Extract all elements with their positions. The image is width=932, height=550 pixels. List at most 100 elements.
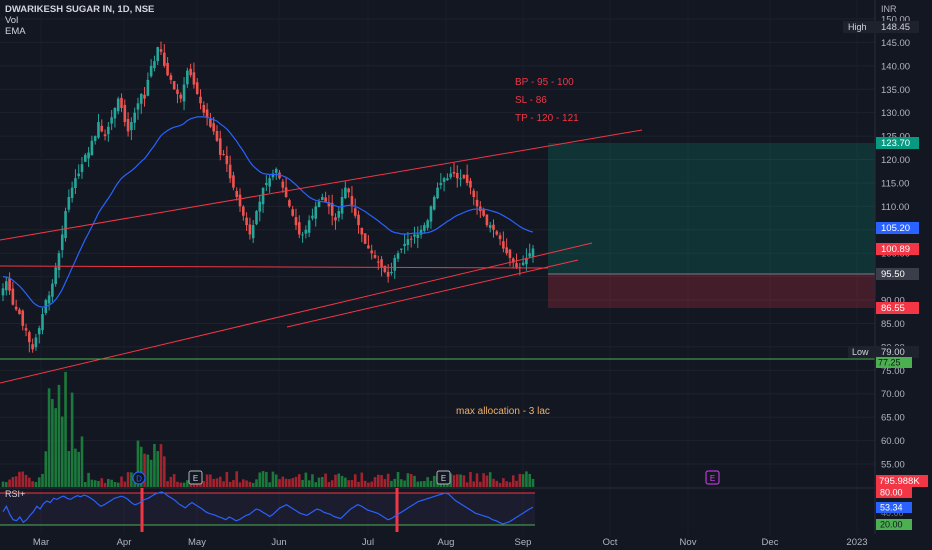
candle <box>169 72 173 85</box>
candle <box>80 157 84 179</box>
candle-body <box>90 140 94 156</box>
candle <box>228 155 232 183</box>
candle-body <box>340 197 344 214</box>
candle <box>340 188 344 220</box>
volume-bar <box>462 475 466 487</box>
price-grid <box>0 18 875 465</box>
price-tick-label: 55.00 <box>881 460 905 471</box>
candle-body <box>24 328 28 331</box>
volume-indicator-label[interactable]: Vol <box>5 15 19 26</box>
candle <box>528 243 532 259</box>
candle <box>436 182 439 200</box>
symbol-title[interactable]: DWARIKESH SUGAR IN, 1D, NSE <box>5 4 155 15</box>
candle-body <box>465 174 469 183</box>
candle <box>317 198 321 208</box>
volume-bar <box>307 480 311 487</box>
horizontal-resistance-line[interactable] <box>0 265 549 269</box>
candle-body <box>284 187 288 197</box>
candle-body <box>419 229 423 235</box>
candle <box>390 262 393 276</box>
svg-text:105.20: 105.20 <box>881 223 910 234</box>
svg-text:E: E <box>710 474 715 483</box>
volume-bar <box>205 474 209 487</box>
volume-bar <box>116 482 120 487</box>
candle <box>465 164 469 186</box>
candle-body <box>215 130 219 141</box>
candle <box>159 41 163 55</box>
candle <box>31 338 34 353</box>
candle-body <box>294 217 298 226</box>
volume-bar <box>215 478 219 487</box>
candle <box>459 169 462 187</box>
time-tick-label: Oct <box>603 537 618 548</box>
time-tick-label: Mar <box>33 537 49 548</box>
take-profit-zone[interactable] <box>548 143 875 274</box>
volume-bar <box>258 472 262 487</box>
candle <box>311 208 314 221</box>
candle-body <box>357 214 360 226</box>
rsi-band <box>0 493 535 525</box>
candle <box>166 57 169 77</box>
trendlines[interactable] <box>0 129 875 384</box>
candle <box>51 279 54 302</box>
candle <box>77 164 81 179</box>
volume-bar <box>136 440 140 487</box>
candle-body <box>209 119 212 127</box>
candle-body <box>271 173 275 178</box>
candle <box>294 208 298 230</box>
volume-bar <box>64 372 67 487</box>
candle-body <box>455 173 459 179</box>
rsi-pane[interactable]: RSI+ <box>0 488 535 532</box>
candle <box>37 325 41 344</box>
volume-bar <box>488 472 492 487</box>
volume-bar <box>498 482 502 487</box>
volume-bar <box>353 474 357 487</box>
volume-bar <box>113 482 117 487</box>
candle <box>83 153 87 163</box>
time-axis[interactable]: Mar Apr May Jun Jul Aug Sep Oct Nov Dec 2023 <box>33 537 868 548</box>
upper-channel-line[interactable] <box>0 129 643 241</box>
candle <box>416 226 420 249</box>
candle-body <box>383 265 387 272</box>
candle-body <box>100 125 104 132</box>
candle-body <box>8 278 11 291</box>
candle <box>163 44 166 68</box>
candle-body <box>51 283 54 297</box>
candle <box>11 281 15 306</box>
candle-body <box>60 234 64 251</box>
candle <box>67 189 71 213</box>
ema-indicator-label[interactable]: EMA <box>5 26 26 37</box>
candle <box>172 80 176 90</box>
candle-body <box>28 332 31 343</box>
volume-bar <box>37 477 41 487</box>
event-markers[interactable]: D E E E <box>132 470 720 485</box>
candle <box>406 231 410 251</box>
volume-bar <box>107 478 110 487</box>
candle <box>265 175 268 191</box>
candle <box>116 96 120 115</box>
rsi-label: RSI+ <box>5 489 25 499</box>
candle-body <box>212 123 215 132</box>
volume-bar <box>370 481 373 487</box>
earnings-marker[interactable]: E <box>436 470 451 485</box>
candle <box>41 307 44 335</box>
candle-body <box>321 197 324 200</box>
volume-bar <box>265 472 268 487</box>
candle <box>485 214 489 228</box>
candle-body <box>258 201 262 212</box>
candle <box>156 46 160 66</box>
earnings-marker[interactable]: E <box>188 470 203 485</box>
stop-loss-zone[interactable] <box>548 274 875 308</box>
price-tick-label: 150.00 <box>881 15 910 26</box>
dividend-marker[interactable]: D <box>132 471 146 485</box>
candle <box>370 244 373 260</box>
lower-channel-line[interactable] <box>0 242 593 384</box>
candle <box>93 135 97 145</box>
earnings-marker[interactable]: E <box>705 470 720 485</box>
candle <box>446 173 449 181</box>
candle-body <box>324 197 327 202</box>
candle-body <box>288 200 291 207</box>
rsi-lower-badge: 20.00 <box>876 519 912 530</box>
support-trendline[interactable] <box>286 259 579 328</box>
